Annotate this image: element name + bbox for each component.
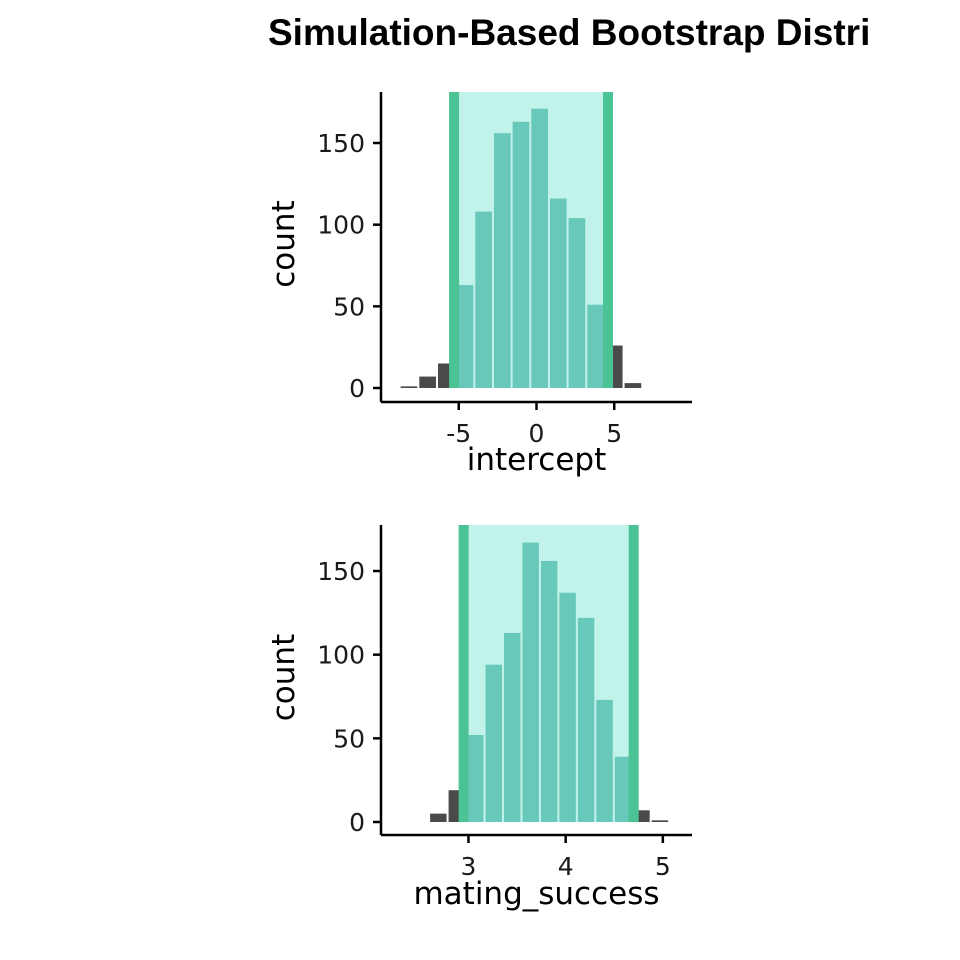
x-tick-label: -5 bbox=[446, 419, 471, 448]
ci-lower-line bbox=[458, 525, 469, 822]
ci-upper-line bbox=[603, 92, 614, 388]
ci-upper-line bbox=[628, 525, 639, 822]
y-tick-label: 150 bbox=[317, 129, 365, 158]
y-axis-title: count bbox=[266, 634, 302, 721]
x-tick-label: 4 bbox=[558, 852, 574, 881]
x-tick-label: 0 bbox=[529, 419, 545, 448]
histogram-bar bbox=[430, 813, 447, 822]
y-tick-label: 100 bbox=[317, 641, 365, 670]
x-tick-label: 3 bbox=[461, 852, 477, 881]
histogram-bar bbox=[624, 383, 642, 388]
y-tick-label: 50 bbox=[333, 292, 365, 321]
y-tick-label: 150 bbox=[317, 557, 365, 586]
y-tick-label: 50 bbox=[333, 724, 365, 753]
histogram-bar bbox=[633, 810, 650, 822]
y-tick-label: 0 bbox=[349, 374, 365, 403]
ci-lower-line bbox=[449, 92, 460, 388]
histogram-bar bbox=[400, 386, 418, 388]
x-axis-title: intercept bbox=[467, 442, 607, 478]
ci-region bbox=[463, 525, 634, 822]
y-tick-label: 0 bbox=[349, 808, 365, 837]
y-axis-title: count bbox=[266, 200, 302, 287]
y-tick-label: 100 bbox=[317, 211, 365, 240]
ci-region bbox=[454, 92, 609, 388]
x-tick-label: 5 bbox=[655, 852, 671, 881]
histogram-bar bbox=[419, 376, 436, 388]
x-tick-label: 5 bbox=[606, 419, 622, 448]
x-axis-title: mating_success bbox=[413, 876, 659, 912]
histogram-bar bbox=[651, 820, 669, 822]
chart-title: Simulation-Based Bootstrap Distri bbox=[268, 12, 871, 53]
